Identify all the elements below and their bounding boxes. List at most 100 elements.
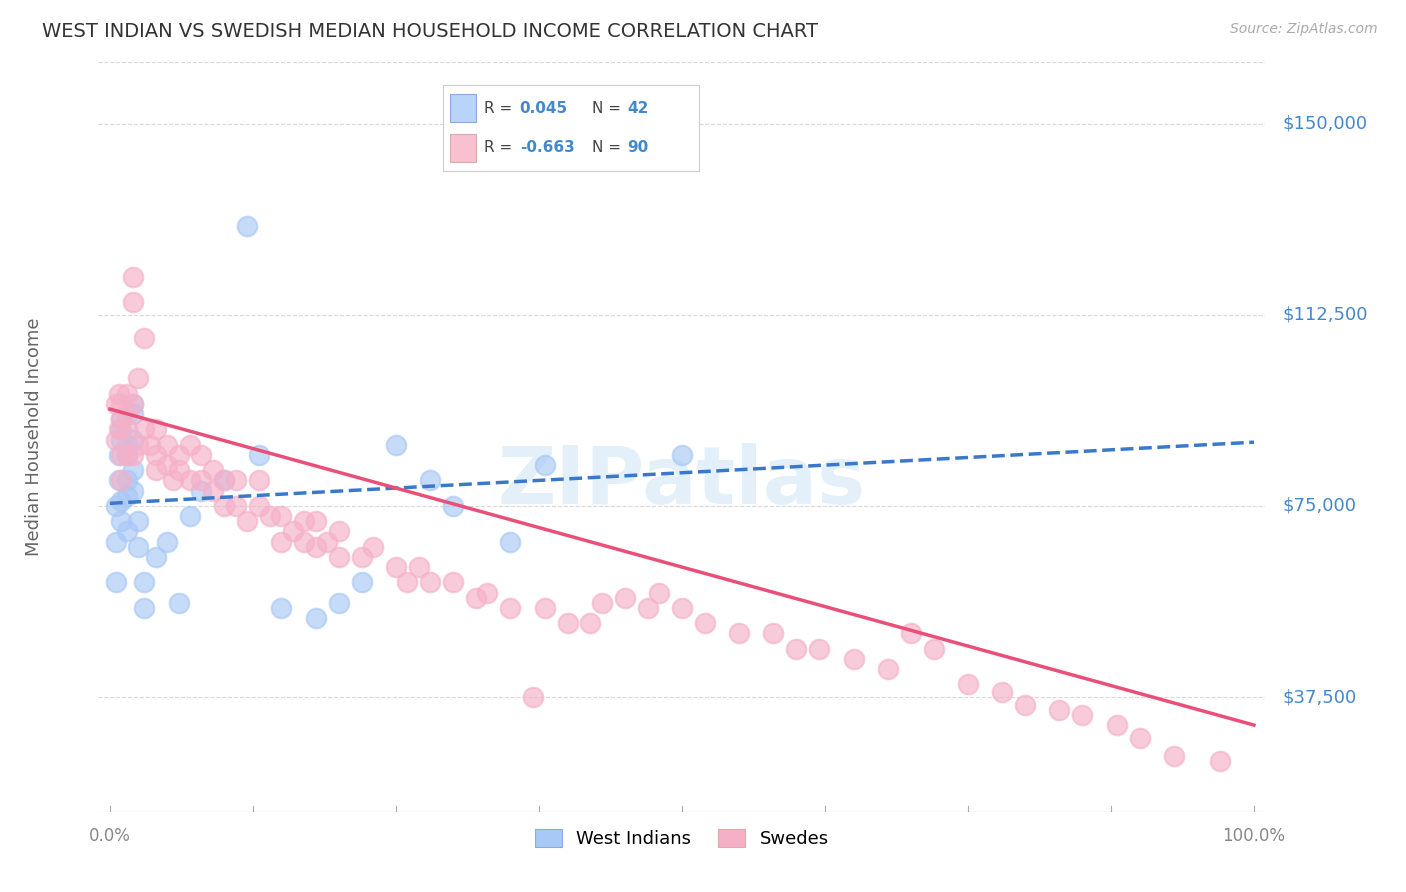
- Text: $150,000: $150,000: [1282, 114, 1368, 133]
- Point: [385, 438, 408, 452]
- Point: [145, 422, 167, 436]
- Text: $75,000: $75,000: [1282, 497, 1357, 515]
- Point: [477, 585, 499, 599]
- Point: [110, 412, 132, 426]
- Point: [156, 438, 179, 452]
- Text: Median Household Income: Median Household Income: [25, 318, 44, 557]
- Point: [270, 600, 292, 615]
- Point: [156, 534, 179, 549]
- Point: [108, 448, 131, 462]
- Point: [190, 474, 212, 488]
- Point: [328, 596, 350, 610]
- Point: [328, 524, 350, 539]
- Point: [328, 549, 350, 564]
- Point: [121, 483, 143, 498]
- Point: [110, 412, 132, 426]
- Point: [134, 600, 156, 615]
- Point: [104, 397, 127, 411]
- Point: [671, 600, 693, 615]
- Point: [115, 489, 138, 503]
- Point: [1128, 731, 1150, 745]
- Point: [499, 534, 522, 549]
- Point: [179, 474, 201, 488]
- Point: [145, 549, 167, 564]
- Point: [350, 575, 373, 590]
- Point: [179, 438, 201, 452]
- Point: [110, 422, 132, 436]
- Point: [121, 448, 143, 462]
- Text: $112,500: $112,500: [1282, 306, 1368, 324]
- Point: [110, 448, 132, 462]
- Point: [533, 600, 555, 615]
- Point: [292, 534, 315, 549]
- Point: [591, 596, 613, 610]
- Point: [108, 474, 131, 488]
- Point: [270, 534, 292, 549]
- Point: [1105, 718, 1128, 732]
- Point: [104, 534, 127, 549]
- Point: [922, 641, 945, 656]
- Point: [522, 690, 544, 704]
- Point: [1014, 698, 1036, 712]
- Point: [139, 438, 162, 452]
- Point: [190, 448, 212, 462]
- Text: Source: ZipAtlas.com: Source: ZipAtlas.com: [1230, 22, 1378, 37]
- Point: [225, 499, 247, 513]
- Text: 100.0%: 100.0%: [1222, 827, 1285, 845]
- Point: [115, 422, 138, 436]
- Point: [121, 463, 143, 477]
- Point: [247, 474, 270, 488]
- Point: [247, 448, 270, 462]
- Point: [127, 514, 149, 528]
- Point: [1071, 707, 1094, 722]
- Point: [693, 616, 716, 631]
- Point: [292, 514, 315, 528]
- Point: [134, 422, 156, 436]
- Point: [201, 463, 224, 477]
- Point: [533, 458, 555, 472]
- Point: [350, 549, 373, 564]
- Point: [115, 524, 138, 539]
- Point: [247, 499, 270, 513]
- Point: [179, 509, 201, 524]
- Point: [557, 616, 579, 631]
- Point: [108, 386, 131, 401]
- Point: [115, 438, 138, 452]
- Point: [441, 575, 464, 590]
- Point: [270, 509, 292, 524]
- Point: [1208, 754, 1230, 768]
- Point: [115, 386, 138, 401]
- Point: [145, 448, 167, 462]
- Text: ZIPatlas: ZIPatlas: [498, 443, 866, 521]
- Point: [419, 474, 441, 488]
- Point: [785, 641, 807, 656]
- Point: [110, 493, 132, 508]
- Point: [104, 433, 127, 447]
- Point: [115, 474, 138, 488]
- Point: [121, 397, 143, 411]
- Point: [121, 295, 143, 310]
- Point: [259, 509, 281, 524]
- Point: [201, 483, 224, 498]
- Point: [121, 269, 143, 284]
- Point: [1049, 703, 1071, 717]
- Point: [408, 560, 430, 574]
- Point: [115, 407, 138, 421]
- Point: [145, 463, 167, 477]
- Point: [396, 575, 419, 590]
- Point: [167, 596, 190, 610]
- Text: WEST INDIAN VS SWEDISH MEDIAN HOUSEHOLD INCOME CORRELATION CHART: WEST INDIAN VS SWEDISH MEDIAN HOUSEHOLD …: [42, 22, 818, 41]
- Point: [167, 448, 190, 462]
- Point: [808, 641, 831, 656]
- Point: [842, 652, 865, 666]
- Text: $37,500: $37,500: [1282, 688, 1357, 706]
- Point: [281, 524, 304, 539]
- Point: [214, 499, 236, 513]
- Point: [134, 331, 156, 345]
- Point: [156, 458, 179, 472]
- Point: [648, 585, 671, 599]
- Point: [110, 474, 132, 488]
- Point: [671, 448, 693, 462]
- Point: [115, 448, 138, 462]
- Point: [762, 626, 785, 640]
